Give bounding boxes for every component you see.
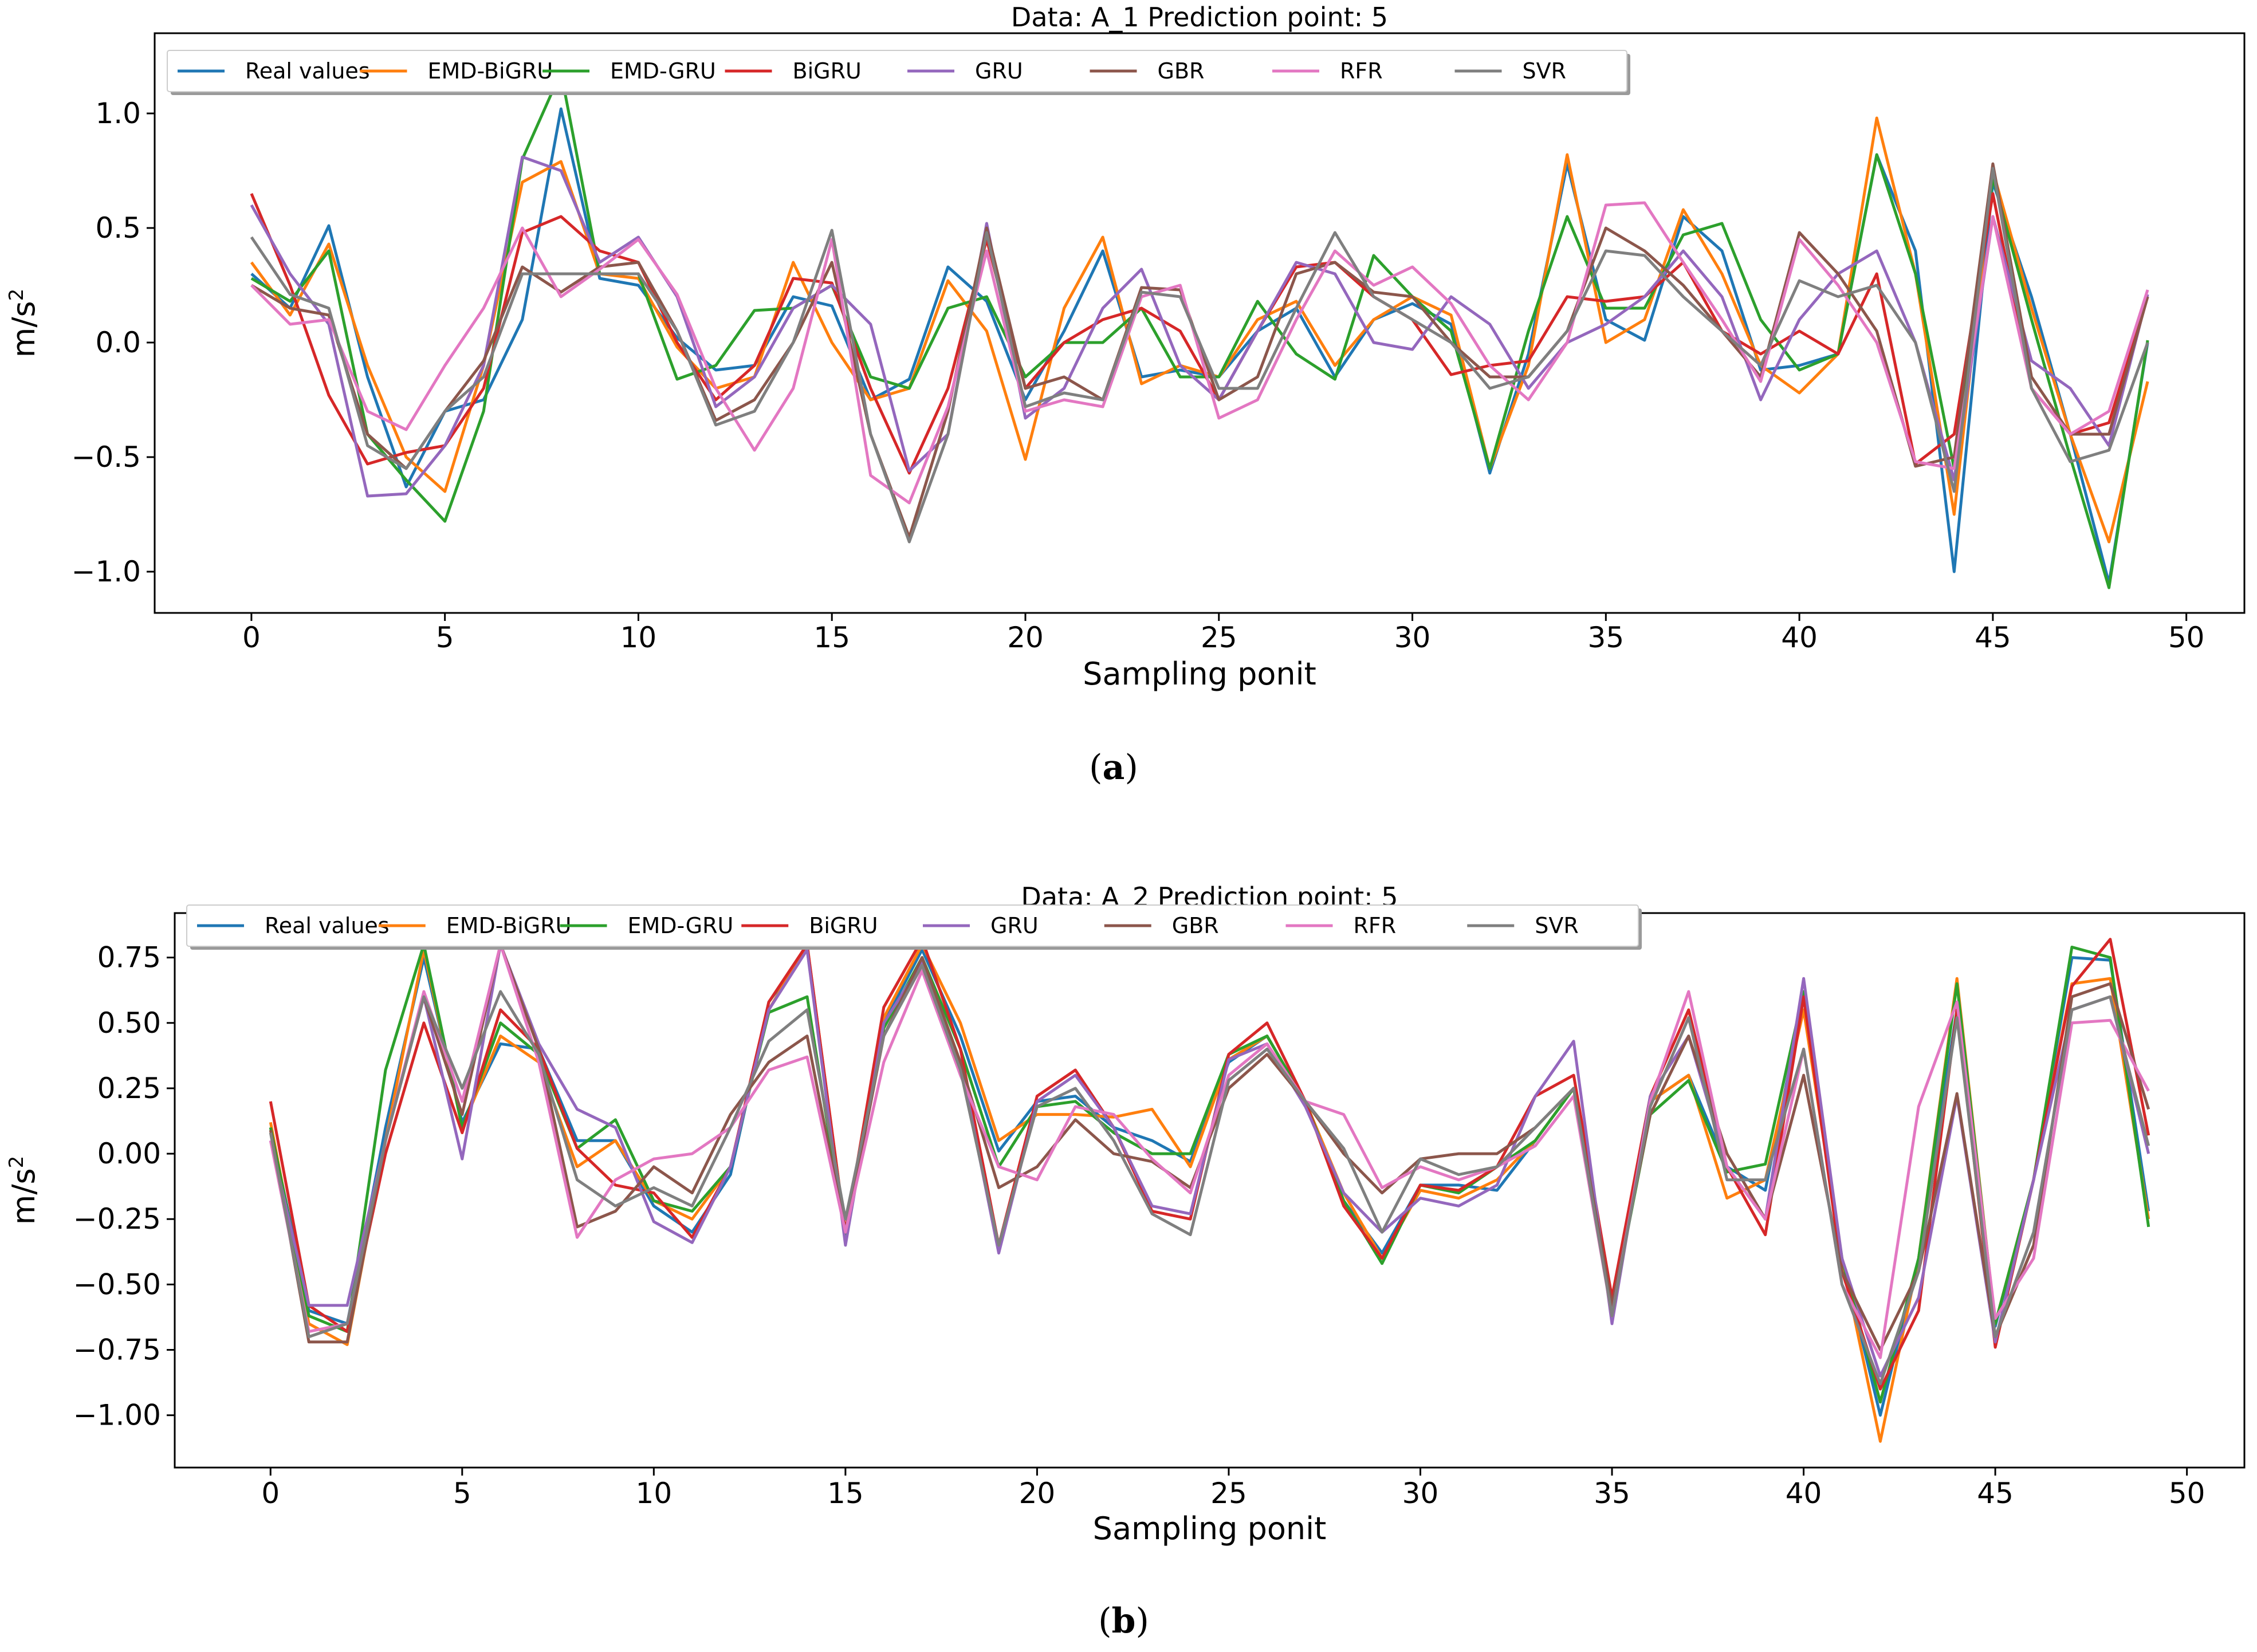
legend-box: [186, 904, 1639, 947]
legend-label: SVR: [1523, 58, 1567, 84]
y-axis-label-unit: m/s: [6, 301, 42, 357]
legend-label: EMD-BiGRU: [428, 58, 553, 84]
x-tick-label: 15: [827, 1477, 864, 1510]
legend-label: GBR: [1172, 913, 1219, 938]
legend-box: [167, 50, 1627, 92]
legend-label: GRU: [975, 58, 1023, 84]
series-line-svr: [250, 167, 2149, 544]
chart-title: Data: A_1 Prediction point: 5: [1011, 2, 1388, 33]
panel-label-letter: b: [1112, 1601, 1136, 1641]
legend-label: EMD-BiGRU: [446, 913, 572, 938]
plot-area: [154, 32, 2246, 614]
y-tick-label: 0.00: [97, 1137, 161, 1170]
y-axis-label: m/s2: [5, 1156, 42, 1225]
legend-label: RFR: [1340, 58, 1383, 84]
x-tick-label: 10: [620, 621, 657, 654]
legend-label: RFR: [1354, 913, 1397, 938]
y-tick-label: −0.75: [73, 1334, 161, 1367]
x-tick-label: 45: [1975, 621, 2011, 654]
legend-label: BiGRU: [793, 58, 862, 84]
y-tick-label: 0.5: [95, 211, 141, 245]
y-tick-label: −0.25: [73, 1202, 161, 1236]
x-tick-label: 20: [1007, 621, 1044, 654]
x-tick-label: 50: [2169, 1477, 2205, 1510]
y-tick-label: 0.0: [95, 326, 141, 359]
legend-label: GBR: [1158, 58, 1205, 84]
panel-label: (b): [1098, 1601, 1149, 1641]
x-tick-label: 40: [1781, 621, 1818, 654]
x-tick-label: 45: [1977, 1477, 2014, 1510]
x-tick-label: 20: [1019, 1477, 1056, 1510]
x-tick-label: 35: [1594, 1477, 1630, 1510]
series-line-bigru: [250, 192, 2149, 475]
legend-label: Real values: [245, 58, 370, 84]
x-axis-label: Sampling ponit: [1083, 656, 1316, 692]
series-group: [269, 938, 2150, 1443]
x-tick-label: 30: [1402, 1477, 1439, 1510]
x-tick-label: 40: [1786, 1477, 1822, 1510]
y-tick-label: −1.00: [73, 1399, 161, 1432]
x-tick-label: 0: [261, 1477, 280, 1510]
chart-a: Data: A_1 Prediction point: 5 0 5 10 15 20 25 3…: [5, 2, 2246, 788]
y-axis-label-sup: 2: [5, 289, 28, 301]
y-tick-label: 0.25: [97, 1072, 161, 1105]
series-line-emd-bigru: [250, 116, 2149, 544]
x-tick-label: 25: [1201, 621, 1237, 654]
legend-label: Real values: [265, 913, 390, 938]
x-tick-label: 15: [813, 621, 850, 654]
legend: Real values EMD-BiGRU EMD-GRU BiGRU GRU GBR RF…: [186, 904, 1642, 950]
legend-label: BiGRU: [809, 913, 878, 938]
series-line-gru: [250, 155, 2149, 498]
y-axis-label-unit: m/s: [6, 1168, 42, 1225]
y-tick-label: 0.75: [97, 941, 161, 974]
y-axis-label-sup: 2: [5, 1156, 28, 1169]
y-tick-label: 0.50: [97, 1006, 161, 1040]
x-tick-label: 5: [436, 621, 454, 654]
y-tick-label: −1.0: [72, 555, 141, 588]
x-tick-label: 5: [453, 1477, 471, 1510]
x-axis-label: Sampling ponit: [1093, 1511, 1327, 1547]
legend-label: GRU: [990, 913, 1039, 938]
series-line-rfr: [250, 201, 2149, 505]
chart-b: Data: A_2 Prediction point: 50 5 10 15 20 25 3…: [5, 882, 2246, 1641]
y-tick-label: −0.5: [72, 440, 141, 474]
y-axis-label: m/s2: [5, 289, 42, 358]
legend-label: EMD-GRU: [610, 58, 716, 84]
x-tick-label: 10: [636, 1477, 673, 1510]
series-line-svr: [269, 963, 2150, 1386]
y-tick-label: −0.50: [73, 1268, 161, 1301]
x-tick-label: 25: [1210, 1477, 1247, 1510]
legend-label: SVR: [1535, 913, 1579, 938]
panel-label-letter: a: [1103, 748, 1125, 788]
y-tick-label: 1.0: [95, 97, 141, 130]
legend: Real values EMD-BiGRU EMD-GRU BiGRU GRU GBR RF…: [167, 50, 1630, 95]
panel-label: (a): [1089, 748, 1138, 788]
x-tick-label: 30: [1394, 621, 1431, 654]
x-tick-label: 35: [1588, 621, 1625, 654]
series-line-emd-gru: [250, 70, 2149, 589]
x-tick-label: 50: [2168, 621, 2205, 654]
legend-label: EMD-GRU: [628, 913, 734, 938]
series-group: [250, 70, 2149, 589]
x-tick-label: 0: [242, 621, 261, 654]
